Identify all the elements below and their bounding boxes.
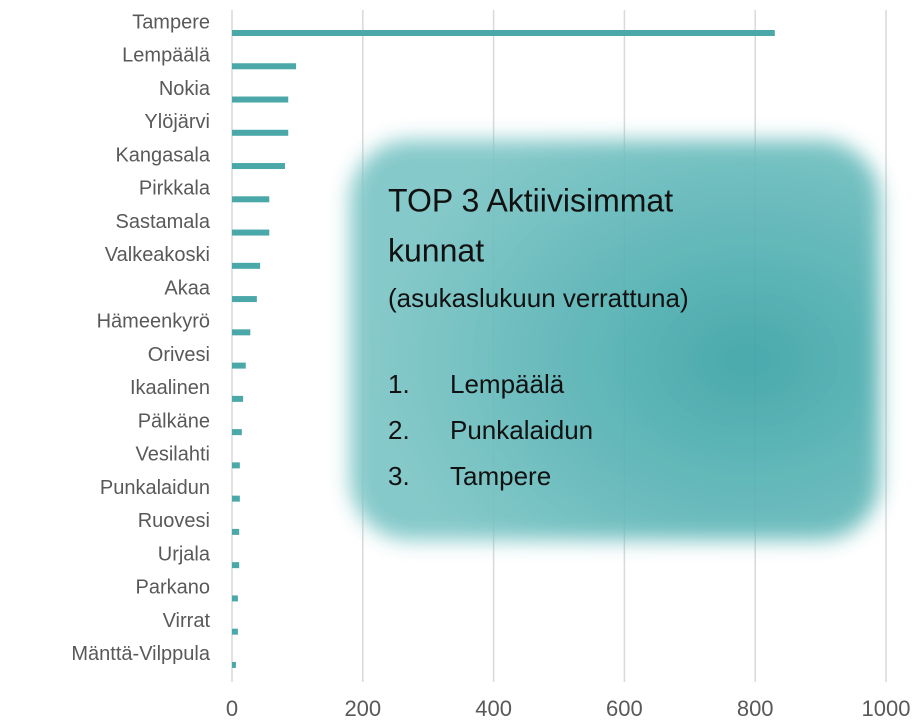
bar	[232, 595, 238, 602]
bar	[232, 429, 242, 436]
bar	[232, 30, 775, 36]
list-number: 3.	[388, 461, 410, 491]
list-item: Punkalaidun	[450, 415, 593, 445]
bar	[232, 628, 238, 635]
category-label: Sastamala	[116, 211, 211, 233]
bar	[232, 462, 240, 469]
bar	[232, 562, 240, 569]
bar	[232, 528, 240, 535]
category-label: Virrat	[163, 610, 211, 632]
category-label: Vesilahti	[136, 444, 211, 466]
list-item: Tampere	[450, 461, 551, 491]
bar	[232, 395, 244, 402]
bar	[232, 661, 236, 668]
annotation-subtitle: (asukaslukuun verrattuna)	[388, 283, 689, 313]
x-tick-label: 800	[737, 696, 774, 721]
bar	[232, 262, 261, 269]
bar	[232, 229, 270, 236]
list-item: Lempäälä	[450, 369, 565, 399]
category-label: Urjala	[158, 543, 211, 565]
bar	[232, 329, 251, 336]
list-number: 1.	[388, 369, 410, 399]
category-label: Lempäälä	[122, 45, 211, 67]
category-label: Kangasala	[115, 144, 210, 166]
category-label: Parkano	[136, 577, 211, 599]
bar	[232, 163, 285, 170]
annotation-title: TOP 3 Aktiivisimmat	[388, 182, 673, 218]
category-label: Ikaalinen	[130, 377, 210, 399]
category-label: Mänttä-Vilppula	[71, 643, 210, 665]
bar	[232, 96, 289, 103]
category-label: Akaa	[164, 277, 210, 299]
bar	[232, 495, 240, 502]
bar	[232, 196, 270, 203]
category-label: Nokia	[159, 78, 211, 100]
bar	[232, 296, 257, 303]
x-tick-label: 200	[344, 696, 381, 721]
x-tick-label: 400	[475, 696, 512, 721]
category-label: Ylöjärvi	[144, 111, 210, 133]
category-label: Tampere	[132, 11, 210, 33]
category-label: Pälkäne	[138, 410, 210, 432]
category-label: Punkalaidun	[100, 477, 210, 499]
x-tick-label: 1000	[862, 696, 911, 721]
annotation-title: kunnat	[388, 232, 484, 268]
category-label: Valkeakoski	[105, 244, 210, 266]
category-label: Ruovesi	[138, 510, 210, 532]
x-tick-label: 600	[606, 696, 643, 721]
bar	[232, 129, 289, 136]
list-number: 2.	[388, 415, 410, 445]
category-label: Orivesi	[148, 344, 210, 366]
x-tick-label: 0	[226, 696, 238, 721]
bar	[232, 362, 246, 369]
bar	[232, 63, 297, 70]
annotation-box	[350, 140, 880, 540]
category-label: Pirkkala	[139, 178, 211, 200]
category-label: Hämeenkyrö	[97, 311, 210, 333]
